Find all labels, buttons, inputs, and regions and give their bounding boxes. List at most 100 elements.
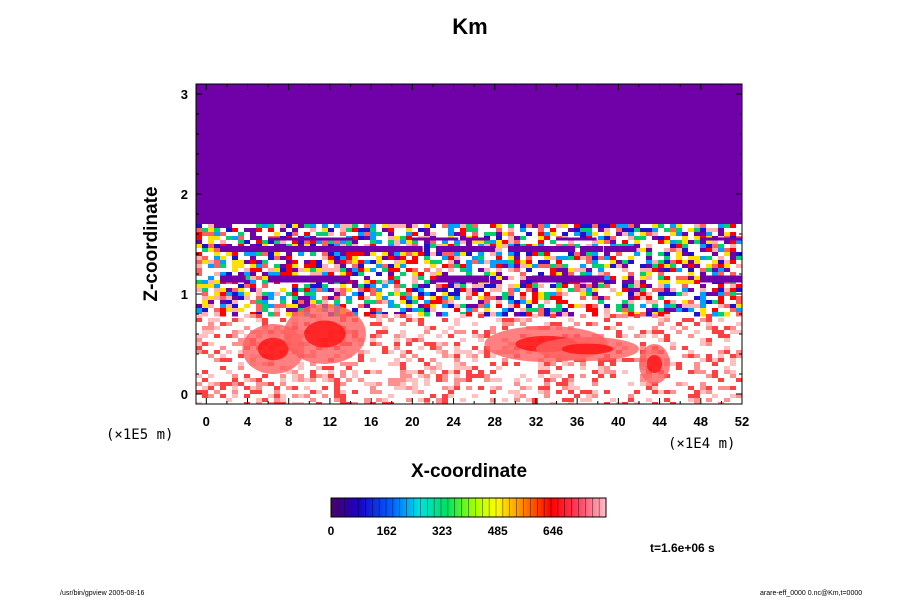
heatmap-cell bbox=[256, 390, 262, 394]
heatmap-cell bbox=[280, 304, 287, 309]
heatmap-cell bbox=[220, 272, 227, 277]
heatmap-cell bbox=[598, 232, 605, 237]
heatmap-cell bbox=[436, 362, 442, 366]
heatmap-cell bbox=[484, 296, 491, 301]
heatmap-cell bbox=[238, 362, 244, 366]
heatmap-cell bbox=[226, 256, 233, 261]
heatmap-cell bbox=[256, 264, 263, 269]
heatmap-cell bbox=[412, 292, 419, 297]
heatmap-cell bbox=[358, 280, 365, 285]
heatmap-cell bbox=[388, 318, 394, 322]
heatmap-cell bbox=[484, 378, 490, 382]
heatmap-cell bbox=[628, 326, 634, 330]
heatmap-cell bbox=[316, 272, 323, 277]
heatmap-cell bbox=[466, 354, 472, 358]
heatmap-cell bbox=[238, 312, 245, 317]
heatmap-cell bbox=[616, 358, 622, 362]
heatmap-cell bbox=[646, 308, 653, 313]
heatmap-cell bbox=[202, 390, 208, 394]
heatmap-cell bbox=[514, 362, 520, 366]
heatmap-cell bbox=[418, 370, 424, 374]
heatmap-cell bbox=[682, 288, 689, 293]
heatmap-cell bbox=[376, 272, 383, 277]
heatmap-cell bbox=[658, 300, 665, 305]
heatmap-cell bbox=[280, 284, 287, 289]
heatmap-cell bbox=[484, 354, 490, 358]
heatmap-cell bbox=[586, 304, 593, 309]
heatmap-cell bbox=[196, 276, 203, 281]
heatmap-cell bbox=[550, 260, 557, 265]
heatmap-cell bbox=[328, 292, 335, 297]
heatmap-cell bbox=[214, 318, 220, 322]
heatmap-cell bbox=[688, 304, 695, 309]
heatmap-cell bbox=[238, 256, 245, 261]
heatmap-cell bbox=[718, 334, 724, 338]
heatmap-cell bbox=[442, 378, 448, 382]
heatmap-cell bbox=[676, 276, 683, 281]
heatmap-cell bbox=[568, 252, 575, 257]
heatmap-cell bbox=[568, 386, 574, 390]
heatmap-cell bbox=[208, 276, 215, 281]
heatmap-cell bbox=[514, 308, 521, 313]
heatmap-cell bbox=[670, 264, 677, 269]
heatmap-cell bbox=[214, 350, 220, 354]
heatmap-cell bbox=[676, 308, 683, 313]
heatmap-cell bbox=[406, 358, 412, 362]
heatmap-cell bbox=[550, 362, 556, 366]
heatmap-cell bbox=[496, 256, 503, 261]
heatmap-cell bbox=[478, 252, 485, 257]
heatmap-cell bbox=[664, 398, 670, 402]
heatmap-cell bbox=[226, 296, 233, 301]
heatmap-cell bbox=[682, 346, 688, 350]
heatmap-cell bbox=[580, 224, 587, 229]
heatmap-cell bbox=[412, 284, 419, 289]
heatmap-cell bbox=[730, 232, 737, 237]
heatmap-cell bbox=[568, 318, 574, 322]
heatmap-cell bbox=[286, 386, 292, 390]
heatmap-cell bbox=[394, 232, 401, 237]
heatmap-cell bbox=[352, 280, 359, 285]
heatmap-cell bbox=[526, 386, 532, 390]
heatmap-streak bbox=[316, 275, 351, 283]
heatmap-cell bbox=[514, 390, 520, 394]
heatmap-cell bbox=[646, 268, 653, 273]
heatmap-cell bbox=[286, 308, 293, 313]
heatmap-cell bbox=[538, 296, 545, 301]
heatmap-cell bbox=[688, 268, 695, 273]
heatmap-cell bbox=[520, 394, 526, 398]
heatmap-cell bbox=[214, 292, 221, 297]
heatmap-cell bbox=[550, 272, 557, 277]
heatmap-cell bbox=[544, 284, 551, 289]
heatmap-cell bbox=[406, 378, 412, 382]
heatmap-cell bbox=[196, 350, 202, 354]
heatmap-cell bbox=[370, 300, 377, 305]
heatmap-cell bbox=[616, 232, 623, 237]
heatmap-cell bbox=[220, 240, 227, 245]
heatmap-cell bbox=[580, 228, 587, 233]
heatmap-cell bbox=[700, 386, 706, 390]
heatmap-cell bbox=[424, 256, 431, 261]
heatmap-cell bbox=[634, 240, 641, 245]
heatmap-cell bbox=[664, 256, 671, 261]
heatmap-cell bbox=[706, 284, 713, 289]
heatmap-cell bbox=[532, 236, 539, 241]
heatmap-cell bbox=[502, 326, 508, 330]
heatmap-cell bbox=[496, 288, 503, 293]
heatmap-cell bbox=[724, 312, 731, 317]
heatmap-cell bbox=[436, 300, 443, 305]
heatmap-cell bbox=[298, 402, 304, 404]
heatmap-cell bbox=[256, 272, 263, 277]
heatmap-cell bbox=[658, 260, 665, 265]
heatmap-cell bbox=[694, 232, 701, 237]
heatmap-cell bbox=[496, 300, 503, 305]
heatmap-cell bbox=[400, 240, 407, 245]
heatmap-cell bbox=[568, 308, 575, 313]
heatmap-cell bbox=[364, 304, 371, 309]
heatmap-cell bbox=[736, 322, 742, 326]
heatmap-cell bbox=[682, 292, 689, 297]
heatmap-cell bbox=[634, 268, 641, 273]
heatmap-cell bbox=[238, 288, 245, 293]
heatmap-cell bbox=[436, 312, 443, 317]
heatmap-cell bbox=[364, 370, 370, 374]
heatmap-cell bbox=[730, 362, 736, 366]
